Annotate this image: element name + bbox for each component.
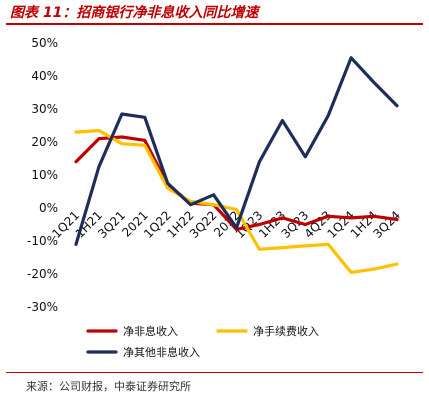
legend-label-1: 净非息收入 [123,324,178,338]
y-tick-label: 40% [31,69,58,83]
series-line-3 [74,56,399,246]
line-chart: -30%-20%-10%0%10%20%30%40%50% 1Q211H213Q… [27,36,403,359]
x-tick-label: 3Q24 [370,208,403,241]
legend-label-2: 净手续费收入 [253,324,319,338]
series-lines [74,56,399,274]
legend-label-3: 净其他非息收入 [123,345,200,359]
y-tick-label: 0% [39,201,58,215]
y-tick-label: 20% [31,135,58,149]
y-axis: -30% -20% -10% 0% 10% 20% 30% 40% 50% [27,36,58,314]
footer-rule [6,372,423,373]
y-tick-label: 30% [31,102,58,116]
y-tick-label: 10% [31,168,58,182]
y-tick-label: -20% [27,267,58,281]
y-tick-label: -10% [27,234,58,248]
series-line-2 [74,128,399,274]
y-tick-label: 50% [31,36,58,50]
figure-title: 图表 11：招商银行净非息收入同比增速 [10,5,259,21]
x-tick-label: 3Q22 [187,208,220,241]
y-tick-label: -30% [27,300,58,314]
x-tick-label: 3Q21 [95,208,128,241]
source-note: 来源：公司财报，中泰证券研究所 [26,380,191,393]
title-rule [6,23,423,25]
